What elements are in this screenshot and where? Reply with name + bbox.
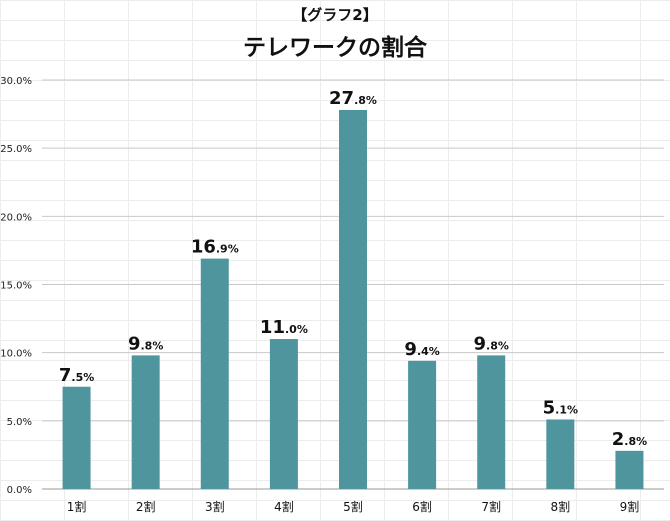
x-tick-label: 6割 [412,499,432,514]
data-label: 9.4% [404,339,439,360]
chart-subtitle: 【グラフ2】 [292,6,378,24]
x-tick-label: 5割 [343,499,363,514]
y-tick-label: 20.0% [0,212,32,223]
data-label: 27.8% [329,88,377,109]
x-tick-label: 1割 [67,499,87,514]
y-tick-label: 15.0% [0,281,32,292]
data-label: 9.8% [474,333,509,354]
bar [200,258,229,489]
x-tick-label: 9割 [620,499,640,514]
bar [408,360,437,489]
x-tick-label: 8割 [551,499,571,514]
bar [477,355,506,489]
data-label: 5.1% [543,397,578,418]
y-tick-label: 25.0% [0,144,32,155]
data-label: 9.8% [128,333,163,354]
bar [62,386,91,489]
data-label: 11.0% [260,317,308,338]
bar [339,109,367,489]
data-label: 16.9% [191,237,239,258]
y-tick-label: 0.0% [7,485,32,496]
data-label: 7.5% [59,365,94,386]
bar [269,339,298,489]
y-tick-label: 10.0% [0,349,32,360]
y-tick-label: 5.0% [7,417,32,428]
chart-title: テレワークの割合 [243,35,427,61]
x-tick-label: 3割 [205,499,225,514]
bar [546,419,575,489]
y-tick-label: 30.0% [0,76,32,87]
x-tick-label: 4割 [274,499,294,514]
bar [615,450,644,489]
bar [131,355,160,489]
data-label: 2.8% [612,429,647,450]
x-tick-label: 2割 [136,499,156,514]
x-tick-label: 7割 [481,499,501,514]
